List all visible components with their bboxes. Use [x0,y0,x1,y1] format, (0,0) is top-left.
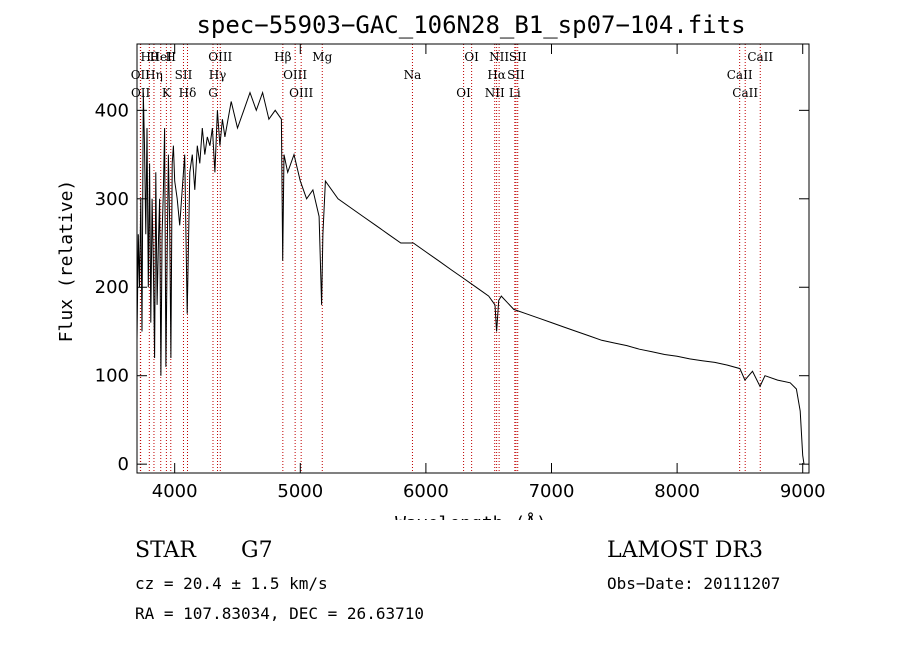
chart-title: spec−55903−GAC_106N28_B1_sp07−104.fits [196,11,745,39]
spectral-line-label: Hβ [274,50,291,64]
spectral-line-label: OIII [283,68,307,82]
x-tick-label: 9000 [780,481,826,502]
spectral-line-label: Na [404,68,422,82]
spectral-line-label: OIII [289,86,313,100]
spectrum-line [136,90,805,465]
spectral-line-label: OII [131,68,151,82]
spectral-line-label: G [208,86,218,100]
x-tick-label: 4000 [152,481,198,502]
spectral-line-labels: Hθ OII OII HeI Hη K H SII Hδ OIII Hγ G Hβ OIII OIII Mg N… [131,50,774,100]
x-tick-label: 8000 [654,481,700,502]
object-subclass: G7 [241,538,273,563]
x-axis-label: Wavelength (Å) [395,512,547,520]
x-tick-label: 5000 [277,481,323,502]
spectral-line-label: SII [175,68,193,82]
spectral-line-label: CaII [732,86,758,100]
spectral-line-label: SII [507,68,525,82]
plot-frame [136,43,810,474]
spectral-line-label: Hη [145,68,163,82]
spectral-line-label: HeI [150,50,173,64]
y-tick-label: 300 [95,189,129,210]
y-tick-label: 0 [118,454,129,475]
spectral-line-label: H [166,50,176,64]
spectrum-chart: spec−55903−GAC_106N28_B1_sp07−104.fits H… [56,11,826,520]
obs-date: Obs−Date: 20111207 [607,574,781,593]
redshift-text: cz = 20.4 ± 1.5 km/s [135,574,328,593]
spectral-line-label: Hθ [140,50,158,64]
y-tick-label: 100 [95,366,129,387]
spectral-line-label: Hδ [179,86,197,100]
spectral-line-label: NII [489,50,509,64]
survey-name: LAMOST DR3 [607,538,763,563]
coordinates-text: RA = 107.83034, DEC = 26.63710 [135,604,424,623]
spectral-line-markers [139,44,761,473]
spectral-line-label: OI [456,86,471,100]
y-axis-ticks: 0 100 200 300 400 [95,100,809,475]
y-tick-label: 400 [95,100,129,121]
spectral-line-label: CaII [727,68,753,82]
spectral-line-label: NII [485,86,505,100]
x-tick-label: 6000 [403,481,449,502]
x-axis-ticks: 4000 5000 6000 7000 8000 9000 [152,44,826,502]
x-tick-label: 7000 [529,481,575,502]
spectral-line-label: Li [509,86,521,100]
spectral-line-label: OII [131,86,151,100]
y-tick-label: 200 [95,277,129,298]
spectral-line-label: CaII [747,50,773,64]
spectral-line-label: SII [509,50,527,64]
spectral-line-label: Mg [312,50,332,64]
spectral-line-label: Hα [487,68,506,82]
spectral-line-label: Hγ [209,68,227,82]
y-axis-label: Flux (relative) [56,180,77,343]
spectral-line-label: OIII [208,50,232,64]
spectral-line-label: OI [464,50,479,64]
spectral-line-label: K [162,86,172,100]
object-class: STAR [135,538,196,563]
